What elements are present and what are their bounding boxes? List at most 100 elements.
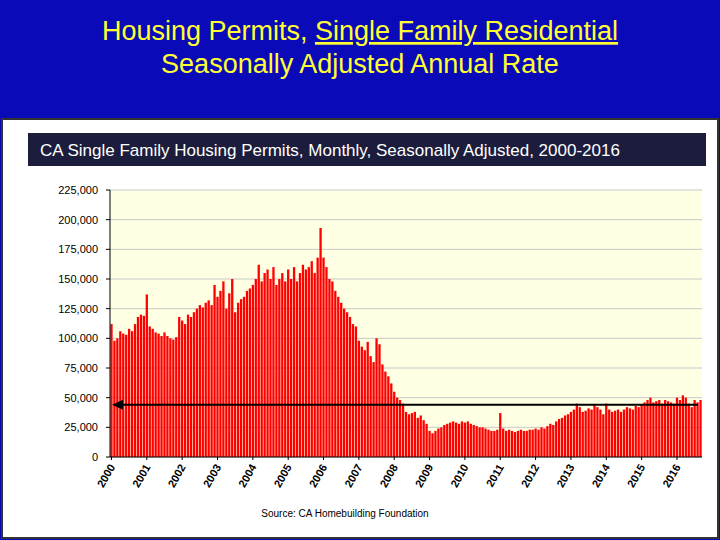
bar bbox=[561, 418, 563, 457]
bar bbox=[640, 405, 642, 457]
bar bbox=[693, 400, 695, 457]
x-tick-label: 2002 bbox=[165, 462, 188, 489]
bar bbox=[464, 423, 466, 457]
y-axis bbox=[110, 190, 111, 457]
bar bbox=[487, 430, 489, 457]
bar bbox=[484, 429, 486, 457]
x-tick bbox=[252, 457, 253, 460]
bar bbox=[434, 431, 436, 457]
bar bbox=[646, 400, 648, 457]
bar bbox=[261, 281, 263, 457]
x-tick bbox=[394, 457, 395, 460]
bar bbox=[205, 303, 207, 457]
bar bbox=[658, 400, 660, 457]
bar bbox=[590, 410, 592, 457]
bar bbox=[555, 421, 557, 457]
bar bbox=[699, 400, 701, 457]
bar bbox=[319, 228, 321, 457]
x-tick-label: 2015 bbox=[625, 462, 648, 489]
bar bbox=[328, 279, 330, 457]
bar bbox=[213, 285, 215, 457]
grid-line bbox=[110, 279, 702, 280]
bar bbox=[670, 402, 672, 457]
x-tick-label: 2008 bbox=[377, 462, 400, 489]
bar bbox=[564, 415, 566, 457]
bar bbox=[331, 281, 333, 457]
bar bbox=[505, 431, 507, 457]
bar bbox=[160, 336, 162, 457]
bar bbox=[311, 261, 313, 457]
bar bbox=[408, 414, 410, 457]
x-tick bbox=[429, 457, 430, 460]
bar bbox=[293, 267, 295, 457]
x-axis bbox=[110, 457, 702, 458]
bar bbox=[508, 430, 510, 457]
bar bbox=[243, 297, 245, 457]
bar bbox=[481, 427, 483, 457]
bar bbox=[172, 340, 174, 457]
y-tick bbox=[106, 190, 110, 191]
y-tick-label: 50,000 bbox=[64, 392, 98, 404]
y-tick bbox=[106, 457, 110, 458]
y-tick-label: 0 bbox=[92, 451, 98, 463]
bar bbox=[146, 294, 148, 457]
bar bbox=[428, 431, 430, 457]
bar bbox=[299, 273, 301, 457]
bar bbox=[691, 407, 693, 457]
bar bbox=[623, 410, 625, 457]
bar bbox=[272, 267, 274, 457]
y-tick bbox=[106, 249, 110, 250]
bar bbox=[470, 424, 472, 457]
slide-title: Housing Permits, Single Family Residenti… bbox=[102, 16, 618, 46]
x-tick bbox=[182, 457, 183, 460]
bar bbox=[626, 407, 628, 457]
bar bbox=[119, 331, 121, 457]
x-tick bbox=[217, 457, 218, 460]
bar bbox=[305, 270, 307, 457]
bar bbox=[128, 329, 130, 457]
bar bbox=[402, 404, 404, 457]
x-tick bbox=[641, 457, 642, 460]
slide-title-underlined: Single Family Residential bbox=[315, 16, 618, 46]
bar bbox=[423, 420, 425, 457]
bar bbox=[169, 338, 171, 457]
x-tick-label: 2016 bbox=[660, 462, 683, 489]
bar bbox=[216, 297, 218, 457]
bar bbox=[511, 431, 513, 457]
x-tick-label: 2009 bbox=[413, 462, 436, 489]
bar bbox=[116, 338, 118, 457]
y-tick-label: 125,000 bbox=[58, 303, 98, 315]
bar bbox=[287, 270, 289, 457]
bar bbox=[349, 317, 351, 457]
x-tick-label: 2011 bbox=[484, 462, 506, 489]
bar bbox=[225, 309, 227, 457]
bar bbox=[110, 324, 112, 457]
bar bbox=[531, 430, 533, 457]
grid-line bbox=[110, 249, 702, 250]
plot-area bbox=[110, 190, 702, 457]
bar bbox=[455, 423, 457, 457]
bar bbox=[296, 281, 298, 457]
bar bbox=[302, 265, 304, 457]
bar bbox=[414, 412, 416, 457]
y-tick-label: 200,000 bbox=[58, 214, 98, 226]
bar bbox=[514, 432, 516, 457]
bar bbox=[381, 364, 383, 457]
bar bbox=[526, 431, 528, 457]
x-tick-label: 2013 bbox=[554, 462, 577, 489]
bar bbox=[458, 424, 460, 457]
bar bbox=[605, 404, 607, 457]
slide-title-part: Housing Permits, bbox=[102, 16, 315, 46]
bar bbox=[425, 424, 427, 457]
bar bbox=[449, 423, 451, 457]
bar bbox=[490, 431, 492, 457]
bar bbox=[635, 406, 637, 457]
bar bbox=[316, 258, 318, 457]
bar bbox=[570, 412, 572, 457]
bar bbox=[308, 267, 310, 457]
bar bbox=[599, 410, 601, 457]
x-tick bbox=[676, 457, 677, 460]
x-tick-label: 2004 bbox=[236, 461, 259, 489]
x-tick bbox=[358, 457, 359, 460]
y-tick bbox=[106, 279, 110, 280]
